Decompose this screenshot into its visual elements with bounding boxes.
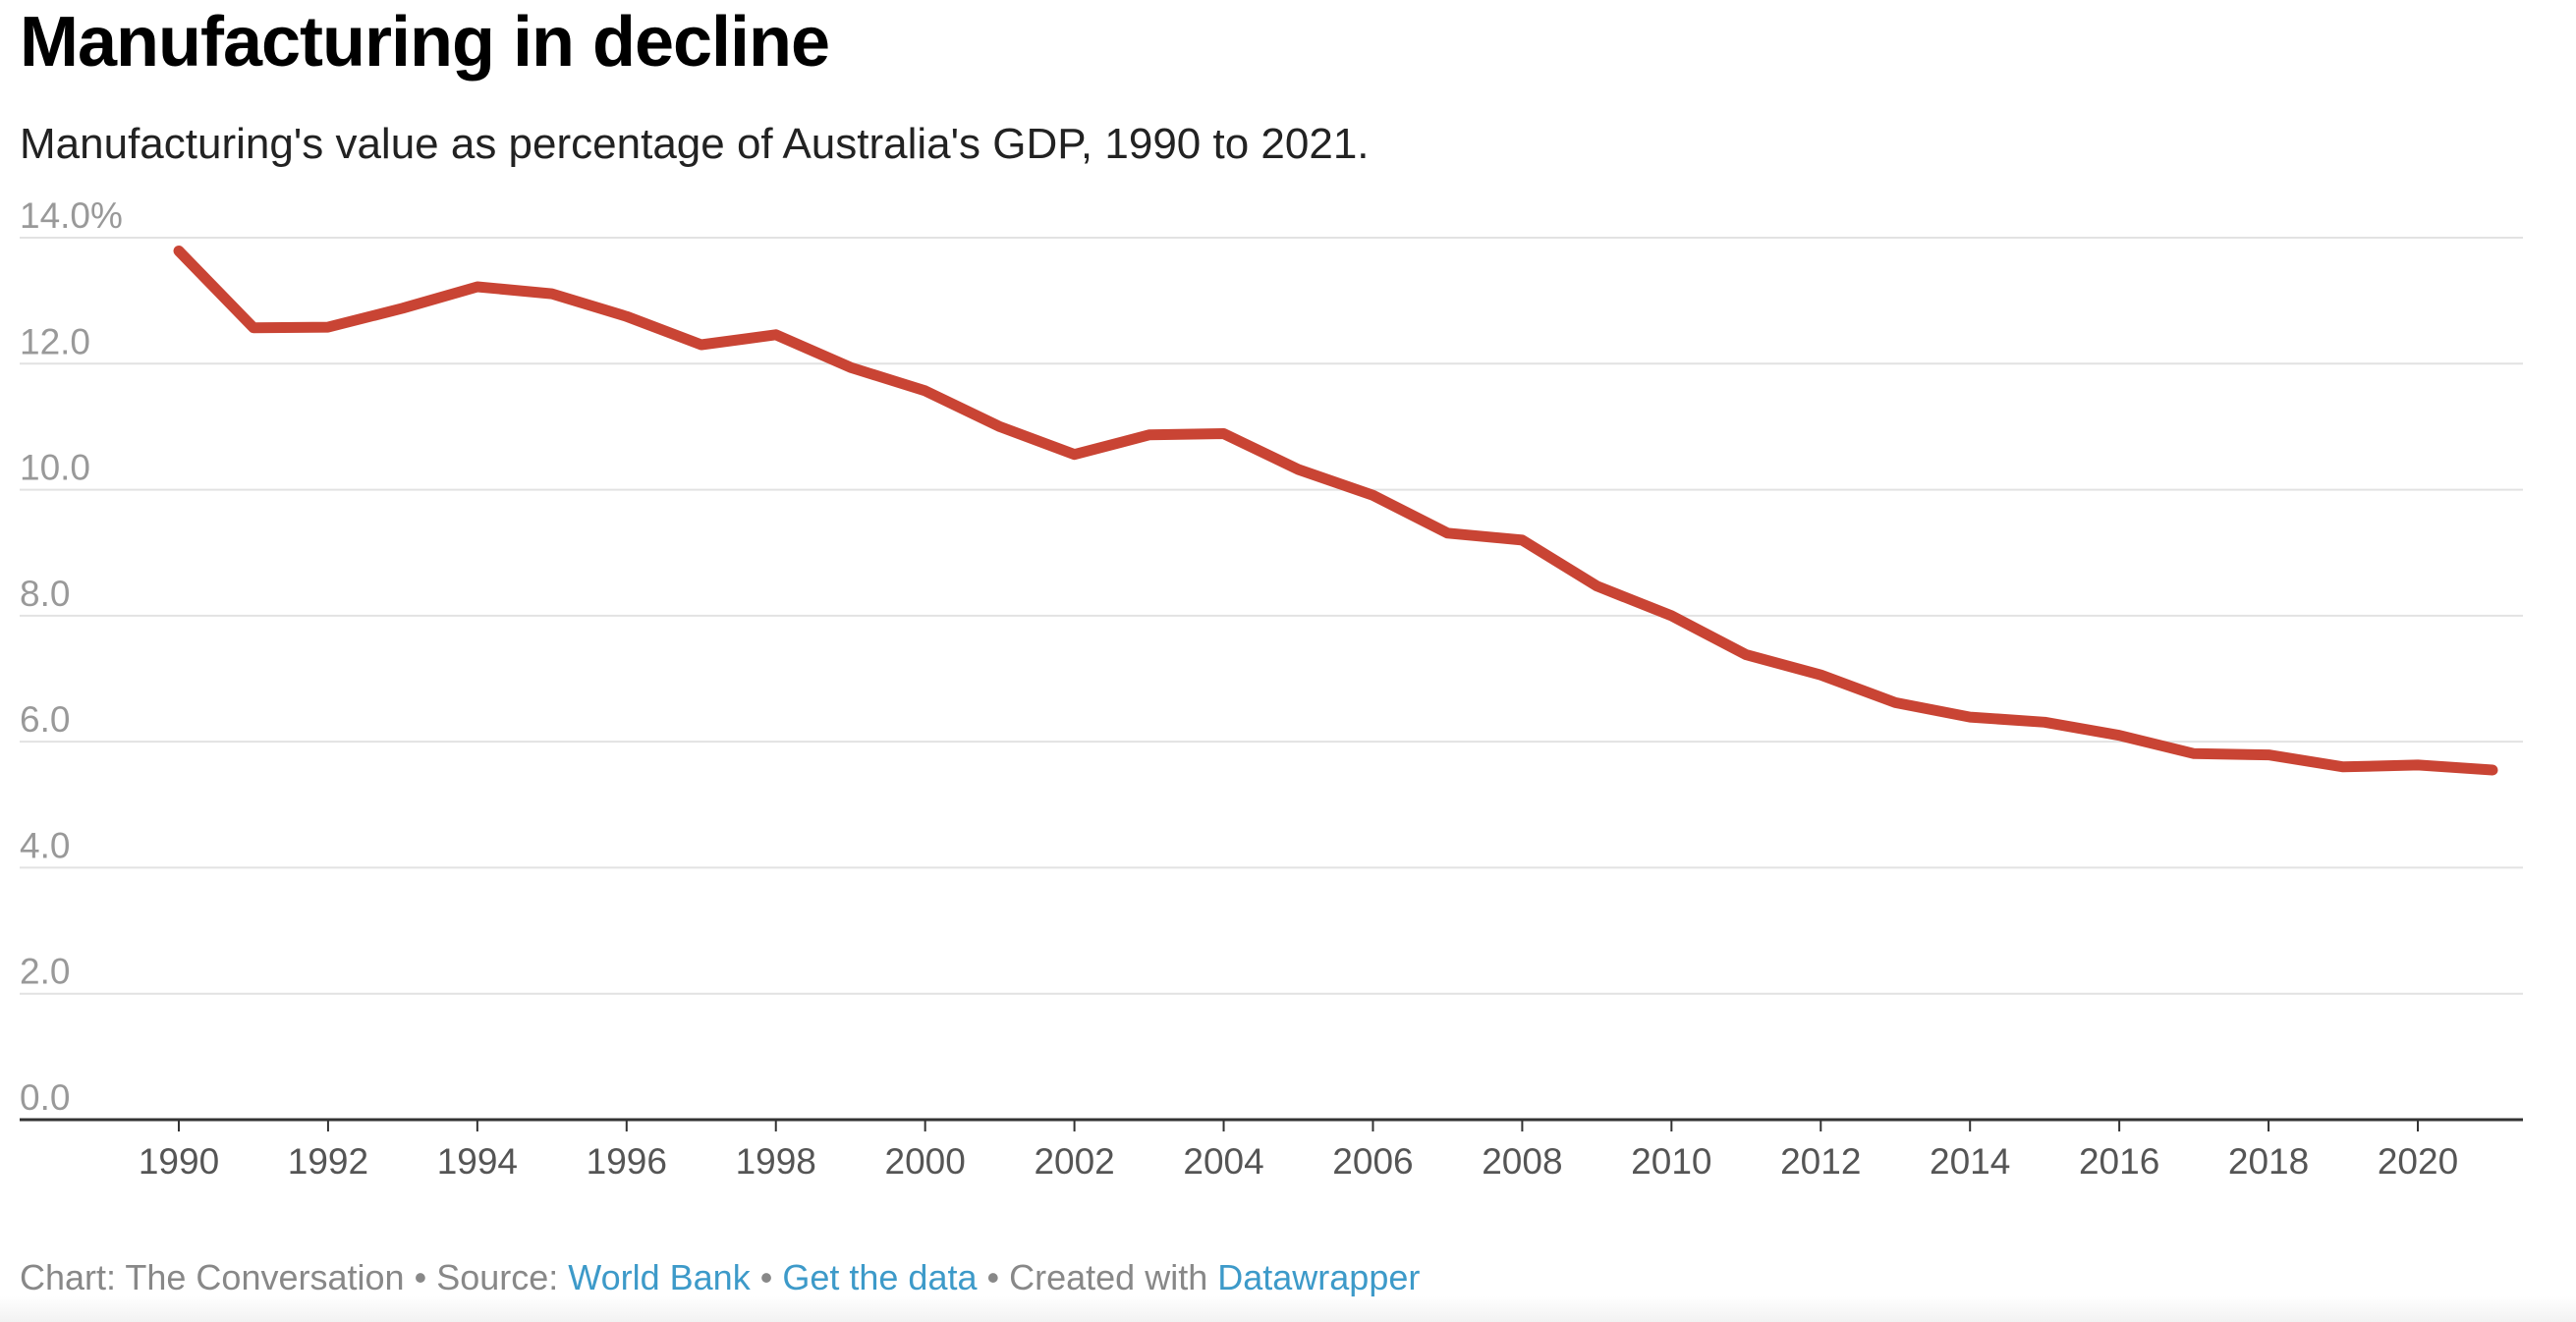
x-tick-label: 2012 (1780, 1141, 1861, 1182)
x-tick-label: 2002 (1034, 1141, 1114, 1182)
x-tick-label: 2020 (2378, 1141, 2458, 1182)
get-data-link[interactable]: Get the data (782, 1257, 978, 1297)
series-line (173, 246, 2498, 776)
y-axis-ticks: 0.0 2.0 4.0 6.0 8.0 10.0 12.0 14.0% (20, 195, 123, 1118)
y-tick-label: 8.0 (20, 574, 70, 614)
x-tick-label: 2010 (1631, 1141, 1711, 1182)
chart-title: Manufacturing in decline (20, 3, 830, 82)
x-tick-label: 2008 (1482, 1141, 1562, 1182)
y-tick-label: 10.0 (20, 448, 90, 488)
chart-credit: Chart: The Conversation (20, 1257, 405, 1297)
source-link[interactable]: World Bank (568, 1257, 751, 1297)
x-tick-label: 2014 (1930, 1141, 2010, 1182)
y-tick-label: 12.0 (20, 321, 90, 361)
y-tick-label: 4.0 (20, 825, 70, 865)
datawrapper-link[interactable]: Datawrapper (1217, 1257, 1421, 1297)
x-tick-label: 1990 (139, 1141, 219, 1182)
x-tick-label: 1998 (736, 1141, 816, 1182)
source-label: Source: (436, 1257, 559, 1297)
gridlines (20, 237, 2523, 1122)
y-tick-label: 6.0 (20, 699, 70, 740)
x-tick-label: 2016 (2079, 1141, 2159, 1182)
y-tick-label: 2.0 (20, 952, 70, 992)
created-with-label: Created with (1009, 1257, 1208, 1297)
separator: • (759, 1257, 773, 1297)
chart-footer: Chart: The Conversation • Source: World … (20, 1257, 1420, 1298)
y-tick-label: 14.0% (20, 195, 123, 236)
x-tick-label: 1992 (288, 1141, 368, 1182)
separator: • (986, 1257, 1000, 1297)
x-tick-label: 1994 (437, 1141, 518, 1182)
x-tick-label: 2000 (885, 1141, 966, 1182)
x-axis-ticks: 1990 1992 1994 1996 1998 2000 2002 2004 2006 2008… (139, 1120, 2458, 1182)
x-tick-label: 2004 (1183, 1141, 1263, 1182)
chart-subtitle: Manufacturing's value as percentage of A… (20, 120, 1370, 168)
y-tick-label: 0.0 (20, 1077, 70, 1118)
bottom-fade (0, 1296, 2576, 1322)
x-tick-label: 2006 (1332, 1141, 1413, 1182)
x-tick-label: 1996 (587, 1141, 667, 1182)
x-tick-label: 2018 (2228, 1141, 2309, 1182)
separator: • (414, 1257, 427, 1297)
